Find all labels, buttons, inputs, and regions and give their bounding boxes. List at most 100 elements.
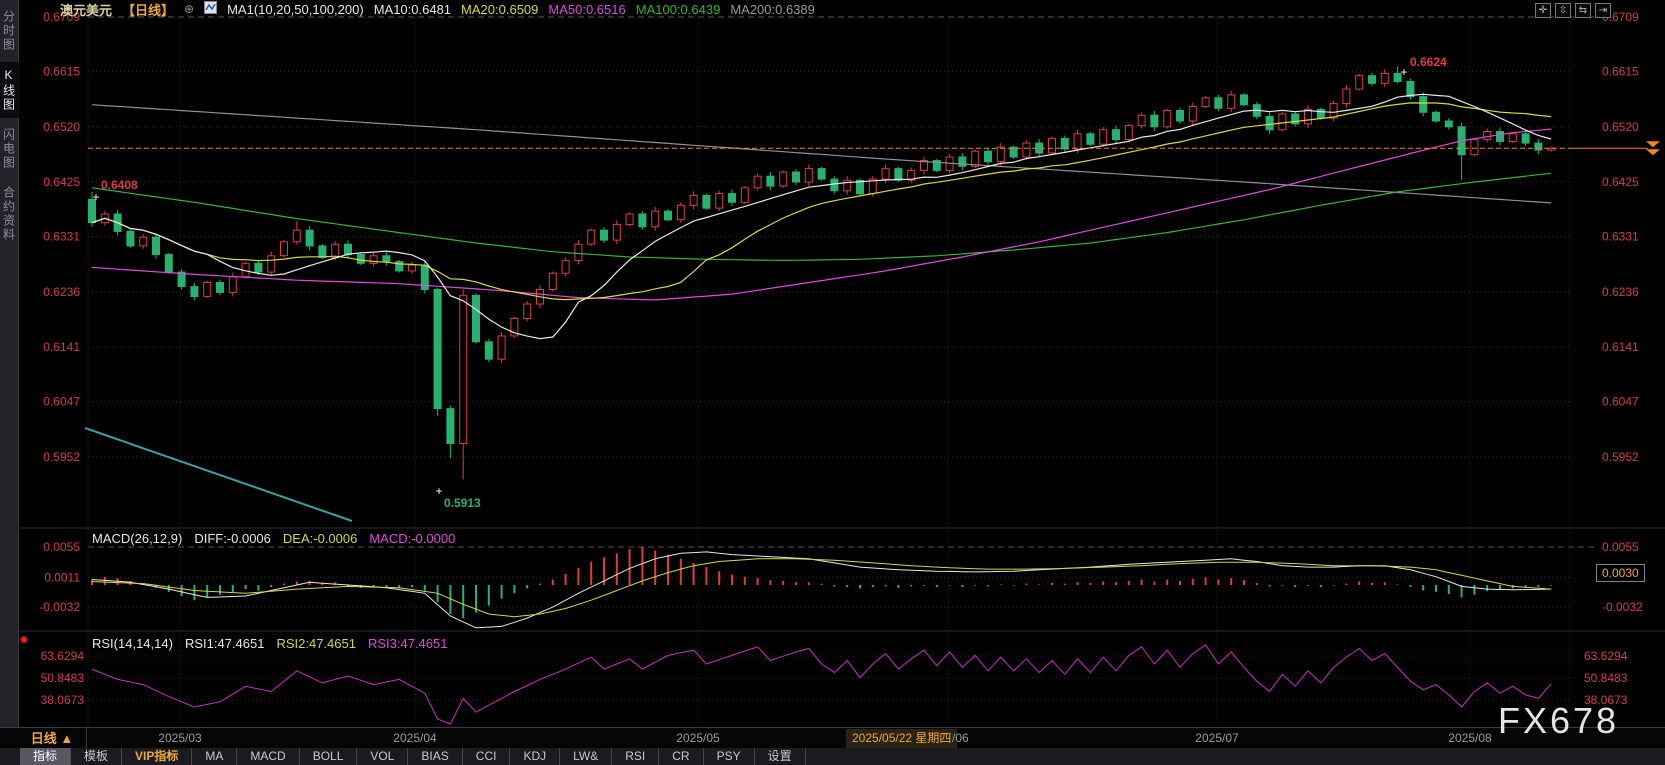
toolbar-item-label: KDJ — [523, 749, 547, 763]
ma-formula-label: MA1(10,20,50,100,200) — [227, 1, 364, 17]
price-marker-icon — [1646, 141, 1660, 156]
axis-label: 38.0673 — [1584, 693, 1628, 707]
macd-dea-line — [91, 558, 1552, 618]
rsi1-value: RSI1:47.4651 — [184, 636, 265, 651]
period-label: 日线 — [30, 731, 57, 746]
axis-label: 0.6425 — [43, 175, 80, 189]
axis-label: 0.6331 — [43, 230, 80, 244]
macd-diff-line — [91, 551, 1552, 629]
axis-label: 50.8483 — [41, 671, 85, 685]
toolbar-item-label: BIAS — [421, 749, 449, 763]
compress-x-icon[interactable]: ⇆ — [1575, 3, 1591, 18]
axis-label: 38.0673 — [41, 693, 85, 707]
sidebar-item-time-chart[interactable]: 分时图 — [1, 10, 16, 52]
toolbar-item-template[interactable]: 模板 — [71, 748, 123, 765]
toolbar-item-label: MA — [205, 749, 224, 763]
axis-label: 0.6331 — [1602, 230, 1639, 244]
toolbar-item-macd[interactable]: MACD — [237, 748, 300, 765]
toolbar-item-indicator[interactable]: 指标 — [20, 748, 72, 765]
toolbar-item-label: 指标 — [33, 749, 58, 763]
ma50-value: MA50:0.6516 — [548, 1, 626, 17]
date-axis: 日线 ▲ 2025/03 2025/04 2025/05 2025/07 2025/08… — [0, 727, 1665, 750]
date-label: 2025/08 — [1448, 731, 1492, 745]
ma200-value: MA200:0.6389 — [730, 1, 815, 17]
macd-dea-value: DEA:-0.0006 — [282, 531, 358, 546]
axis-label: 0.0011 — [44, 570, 80, 584]
axis-label: -0.0032 — [1602, 600, 1643, 614]
symbol-name: 澳元美元 — [60, 2, 113, 18]
axis-label: 63.6294 — [41, 649, 85, 663]
ma10-value: MA10:0.6481 — [373, 1, 452, 17]
axis-label: 0.6615 — [43, 65, 80, 79]
axis-label: 0.5952 — [43, 450, 80, 464]
cross-marker-icon: + — [435, 484, 442, 498]
chart-tools: ✛ ⇳ ⇆ ⇥ — [1535, 3, 1611, 18]
toolbar-item-label: PSY — [716, 749, 741, 763]
price-annotation: 0.6624 — [1410, 55, 1447, 69]
axis-label: 0.5952 — [1602, 450, 1639, 464]
sidebar-item-contract-info[interactable]: 合约资料 — [1, 186, 16, 242]
toolbar-item-boll[interactable]: BOLL — [300, 748, 358, 765]
toolbar-item-label: RSI — [625, 749, 646, 763]
toolbar-item-label: 模板 — [84, 749, 109, 763]
ma100-line — [91, 172, 1552, 262]
toolbar-item-ma[interactable]: MA — [192, 748, 238, 765]
chart-header: 澳元美元 【日线】 ⊕ MA1(10,20,50,100,200) MA10:0… — [60, 1, 815, 18]
toolbar-item-label: BOLL — [312, 749, 344, 763]
toolbar-item-bias[interactable]: BIAS — [408, 748, 463, 765]
ma200-line — [91, 104, 1552, 204]
macd-header: MACD(26,12,9) DIFF:-0.0006 DEA:-0.0006 M… — [92, 531, 455, 546]
toolbar-item-lw[interactable]: LW& — [560, 748, 613, 765]
toolbar-item-rsi[interactable]: RSI — [612, 748, 660, 765]
toolbar-item-cr[interactable]: CR — [659, 748, 704, 765]
ma100-value: MA100:0.6439 — [635, 1, 721, 17]
date-label-june: /06 — [952, 731, 969, 745]
sidebar-item-kline-chart[interactable]: K线图 — [0, 62, 20, 118]
axis-label: 0.6520 — [1602, 120, 1639, 134]
toolbar-item-vol[interactable]: VOL — [357, 748, 409, 765]
toolbar-item-label: LW& — [573, 749, 599, 763]
toolbar-item-psy[interactable]: PSY — [704, 748, 755, 765]
indicator-toolbar: 指标 模板 VIP指标 MA MACD BOLL VOL BIAS CCI KDJ LW& RSI CR… — [0, 748, 1665, 765]
rsi-formula: RSI(14,14,14) — [92, 636, 173, 651]
toolbar-item-settings[interactable]: 设置 — [755, 748, 806, 765]
axis-label: 50.8483 — [1584, 671, 1628, 685]
rsi2-value: RSI2:47.4651 — [276, 636, 356, 651]
axis-label: 0.0055 — [1602, 540, 1639, 554]
axis-label: 0.6709 — [43, 10, 80, 24]
axis-label: 0.6047 — [43, 395, 80, 409]
cross-marker-icon: + — [1400, 65, 1407, 79]
alarm-icon[interactable]: ✹ — [19, 633, 30, 647]
axis-label: 0.6709 — [1602, 10, 1639, 24]
toolbar-item-label: CCI — [475, 749, 497, 763]
axis-label: 0.0055 — [43, 540, 80, 554]
toolbar-item-label: 设置 — [767, 749, 792, 763]
toolbar-item-cci[interactable]: CCI — [463, 748, 511, 765]
expand-right-icon[interactable]: ⇥ — [1595, 3, 1611, 18]
link-icon[interactable]: ⊕ — [184, 2, 195, 16]
ma20-line — [91, 102, 1552, 301]
macd-macd-value: MACD:-0.0000 — [369, 531, 456, 546]
toolbar-item-label: MACD — [250, 749, 286, 763]
toolbar-item-kdj[interactable]: KDJ — [510, 748, 561, 765]
period-selector[interactable]: 日线 ▲ — [18, 728, 87, 749]
compress-y-icon[interactable]: ⇳ — [1555, 3, 1571, 18]
cross-marker-icon: + — [92, 190, 99, 204]
macd-formula: MACD(26,12,9) — [92, 531, 183, 546]
toolbar-item-label: VIP指标 — [135, 749, 179, 763]
pan-tool-icon[interactable]: ✛ — [1535, 3, 1551, 18]
axis-label: 0.6141 — [43, 340, 80, 354]
axis-label: 0.6141 — [1602, 340, 1639, 354]
period-arrow-icon: ▲ — [60, 731, 74, 746]
macd-diff-value: DIFF:-0.0006 — [194, 531, 271, 546]
sidebar-item-lightning-chart[interactable]: 闪电图 — [1, 128, 16, 170]
toolbar-item-vip-indicator[interactable]: VIP指标 — [122, 748, 193, 765]
price-annotation: 0.5913 — [444, 496, 481, 510]
toolbar-item-label: CR — [672, 749, 690, 763]
ma20-value: MA20:0.6509 — [461, 1, 539, 17]
axis-label: 0.6236 — [1602, 285, 1639, 299]
axis-label: 0.6520 — [43, 120, 80, 134]
date-label: 2025/03 — [158, 731, 202, 745]
